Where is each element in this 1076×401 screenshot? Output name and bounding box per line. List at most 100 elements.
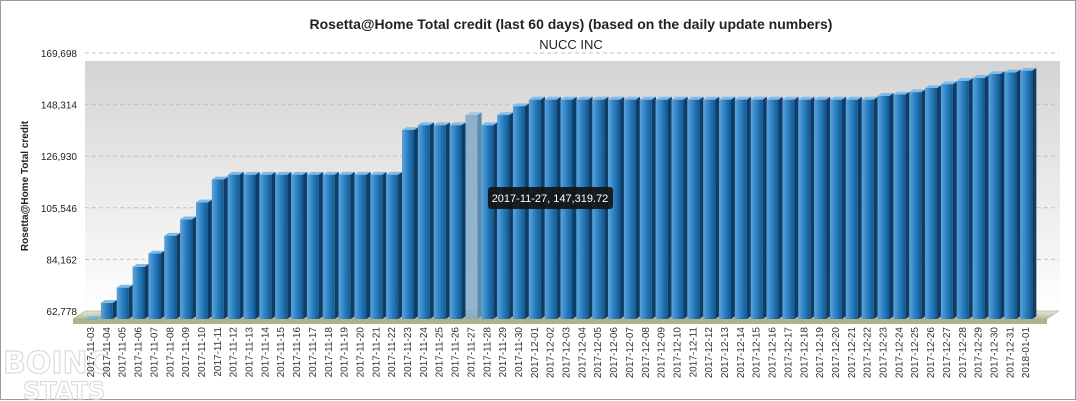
bar[interactable]: [512, 103, 530, 320]
bar[interactable]: [750, 96, 767, 319]
bar[interactable]: [1020, 67, 1037, 319]
bar[interactable]: [623, 96, 641, 319]
x-tick-label: 2017-12-31: [1005, 327, 1016, 379]
bar[interactable]: [703, 96, 720, 319]
x-tick-label: 2017-11-14: [260, 327, 271, 378]
bar[interactable]: [798, 96, 815, 319]
bar-top: [623, 96, 641, 100]
bar[interactable]: [909, 89, 926, 319]
bar[interactable]: [259, 171, 276, 319]
bar[interactable]: [164, 232, 181, 319]
bar[interactable]: [829, 96, 847, 319]
bar[interactable]: [608, 96, 625, 319]
x-tick-label: 2017-12-21: [847, 327, 858, 379]
bar-front: [148, 253, 161, 319]
bar-front: [750, 99, 763, 319]
bar-front: [433, 125, 446, 319]
tooltip-box: [488, 187, 613, 209]
bar[interactable]: [972, 75, 989, 319]
bar-side: [350, 171, 355, 319]
bar-front: [544, 99, 557, 319]
bar-top: [338, 171, 355, 175]
bar-series: [85, 67, 1037, 320]
bar[interactable]: [734, 96, 752, 319]
bar[interactable]: [576, 96, 593, 319]
bar-side: [778, 96, 783, 319]
x-tick-label: 2017-12-08: [641, 327, 652, 379]
bar[interactable]: [85, 315, 102, 320]
bar-side: [192, 216, 197, 319]
bar-side: [841, 96, 847, 319]
bar[interactable]: [861, 96, 878, 319]
bar[interactable]: [291, 171, 308, 319]
bar[interactable]: [306, 171, 324, 319]
x-tick-label: 2017-11-23: [403, 327, 414, 378]
bar[interactable]: [433, 122, 450, 319]
bar[interactable]: [877, 92, 894, 319]
bar-side: [889, 92, 894, 319]
bar[interactable]: [592, 96, 609, 319]
bar-top: [227, 171, 244, 175]
bar[interactable]: [988, 71, 1005, 319]
bar-front: [576, 99, 589, 319]
bar[interactable]: [354, 171, 371, 319]
bar-top: [291, 171, 308, 175]
bar[interactable]: [1004, 69, 1021, 319]
bar-side: [667, 96, 672, 319]
bar[interactable]: [148, 250, 165, 319]
bar-side: [715, 96, 720, 319]
bar[interactable]: [687, 96, 704, 319]
bar[interactable]: [211, 176, 228, 319]
bar[interactable]: [481, 122, 498, 319]
bar[interactable]: [940, 81, 958, 319]
bar-top: [829, 96, 847, 100]
bar[interactable]: [243, 171, 260, 319]
bar[interactable]: [956, 77, 973, 320]
bar-side: [762, 96, 767, 319]
bar[interactable]: [497, 112, 514, 320]
bar[interactable]: [814, 96, 831, 319]
bar[interactable]: [180, 216, 197, 319]
bar-front: [877, 95, 890, 319]
bar[interactable]: [766, 96, 783, 319]
x-axis-ticks: 2017-11-03 2017-11-04 2017-11-05 2017-11-06…: [86, 327, 1032, 379]
bar[interactable]: [639, 96, 656, 319]
bar[interactable]: [845, 96, 862, 319]
bar[interactable]: [386, 171, 403, 319]
bar[interactable]: [100, 299, 118, 319]
y-tick-label: 62,778: [46, 307, 77, 318]
chart-floor-edge: [73, 319, 1047, 324]
bar[interactable]: [116, 284, 133, 319]
bar[interactable]: [893, 91, 910, 320]
bar[interactable]: [195, 199, 213, 319]
bar-front: [528, 99, 541, 319]
y-axis-ticks: 62,778 84,162 105,546 126,930 148,314 169,698: [41, 49, 78, 318]
x-tick-label: 2018-01-01: [1021, 327, 1032, 379]
bar[interactable]: [671, 96, 688, 319]
bar-top: [497, 112, 514, 116]
bar[interactable]: [655, 96, 672, 319]
bar-top: [402, 127, 419, 131]
bar[interactable]: [719, 96, 736, 319]
x-tick-label: 2017-11-26: [451, 327, 462, 378]
bar-top: [132, 264, 149, 267]
bar[interactable]: [417, 122, 435, 319]
bar[interactable]: [227, 171, 244, 319]
bar[interactable]: [275, 171, 292, 319]
bar[interactable]: [322, 171, 339, 319]
x-tick-label: 2017-11-28: [482, 327, 493, 378]
bar[interactable]: [338, 171, 355, 319]
bar-side: [984, 75, 989, 319]
bar-top: [814, 96, 831, 100]
bar[interactable]: [782, 96, 799, 319]
bar[interactable]: [449, 122, 466, 319]
bar-front: [829, 99, 842, 319]
bar[interactable]: [370, 171, 387, 319]
bar[interactable]: [132, 264, 149, 319]
bar[interactable]: [465, 112, 482, 320]
bar[interactable]: [402, 127, 419, 319]
x-tick-label: 2017-12-29: [974, 327, 985, 379]
bar[interactable]: [925, 85, 942, 320]
bar-front: [417, 125, 430, 319]
